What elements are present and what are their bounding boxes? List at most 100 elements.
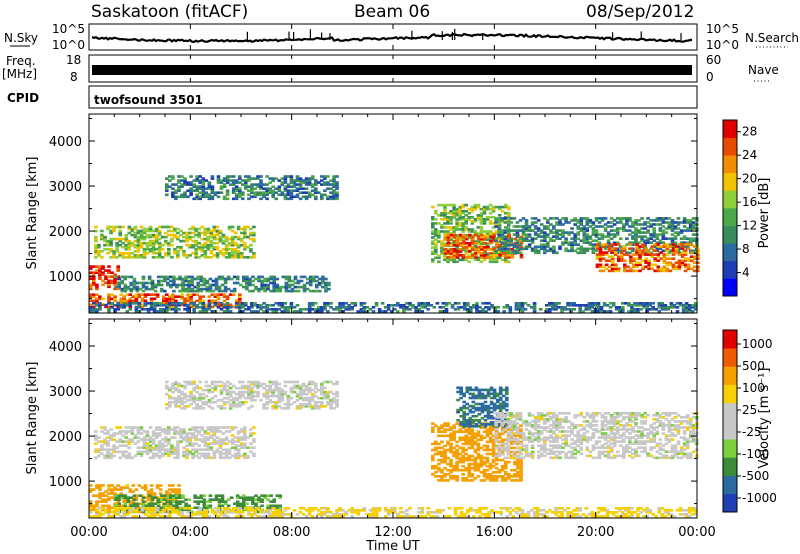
echo-cell — [226, 498, 231, 501]
echo-cell — [601, 265, 606, 269]
echo-cell — [304, 195, 309, 199]
echo-cell — [452, 254, 457, 257]
echo-cell — [171, 175, 175, 178]
echo-cell — [268, 388, 272, 392]
echo-cell — [642, 306, 646, 309]
echo-cell — [167, 428, 171, 431]
echo-cell — [520, 302, 525, 305]
echo-cell — [238, 295, 242, 298]
echo-cell — [520, 310, 525, 313]
echo-cell — [552, 247, 556, 251]
echo-cell — [644, 247, 648, 250]
echo-cell — [178, 289, 182, 293]
echo-cell — [250, 398, 254, 402]
echo-cell — [247, 390, 251, 394]
echo-cell — [95, 297, 99, 301]
colorbar-tick-label: 24 — [742, 148, 757, 162]
echo-cell — [127, 454, 132, 458]
echo-cell — [696, 249, 700, 252]
echo-cell — [197, 231, 201, 235]
echo-cell — [167, 225, 171, 229]
echo-cell — [238, 299, 242, 303]
echo-cell — [179, 436, 183, 439]
echo-cell — [245, 277, 249, 281]
echo-cell — [183, 191, 187, 194]
echo-cell — [494, 237, 498, 240]
echo-cell — [208, 277, 213, 281]
echo-cell — [174, 295, 178, 298]
echo-cell — [588, 237, 593, 240]
nave-tick-low: 0 — [706, 70, 714, 84]
echo-cell — [265, 189, 269, 192]
echo-cell — [124, 430, 129, 433]
echo-cell — [674, 251, 679, 254]
echo-cell — [256, 394, 260, 398]
echo-cell — [171, 299, 175, 303]
echo-cell — [567, 221, 571, 224]
echo-cell — [616, 269, 621, 273]
echo-cell — [177, 506, 181, 510]
echo-cell — [117, 277, 121, 281]
echo-cell — [301, 405, 306, 408]
echo-cell — [600, 235, 605, 238]
echo-cell — [182, 436, 186, 439]
echo-cell — [209, 241, 214, 245]
echo-cell — [213, 388, 218, 392]
echo-cell — [641, 249, 645, 252]
echo-cell — [539, 223, 544, 226]
echo-cell — [324, 287, 328, 291]
echo-cell — [157, 442, 162, 445]
echo-cell — [136, 250, 141, 253]
echo-cell — [127, 225, 132, 229]
echo-cell — [174, 189, 178, 192]
echo-cell — [350, 302, 354, 305]
echo-cell — [115, 450, 119, 454]
echo-cell — [283, 179, 288, 182]
echo-cell — [186, 195, 190, 199]
echo-cell — [184, 498, 188, 501]
echo-cell — [249, 256, 253, 259]
echo-cell — [307, 388, 312, 392]
echo-cell — [238, 181, 242, 184]
echo-cell — [569, 302, 573, 305]
echo-cell — [317, 191, 321, 194]
echo-cell — [226, 277, 231, 281]
echo-cell — [192, 179, 196, 182]
echo-cell — [548, 302, 552, 305]
echo-cell — [494, 249, 498, 253]
echo-cell — [656, 265, 661, 269]
echo-cell — [110, 297, 114, 301]
echo-cell — [209, 430, 214, 433]
echo-cell — [443, 256, 447, 260]
echo-cell — [603, 247, 608, 251]
echo-cell — [280, 183, 285, 186]
echo-cell — [320, 382, 324, 386]
echo-cell — [186, 405, 190, 408]
echo-cell — [628, 217, 632, 220]
echo-cell — [116, 308, 120, 311]
echo-cell — [637, 223, 641, 226]
echo-cell — [204, 195, 209, 199]
echo-cell — [660, 304, 665, 307]
echo-cell — [497, 233, 501, 236]
echo-cell — [524, 219, 529, 222]
echo-cell — [182, 446, 186, 449]
echo-cell — [286, 308, 291, 311]
echo-cell — [150, 283, 155, 287]
echo-cell — [429, 304, 434, 307]
echo-cell — [417, 304, 421, 307]
echo-cell — [431, 428, 435, 431]
echo-cell — [521, 231, 526, 234]
echo-cell — [399, 306, 403, 309]
echo-cell — [437, 430, 441, 433]
echo-cell — [154, 432, 159, 435]
echo-cell — [176, 254, 180, 257]
echo-cell — [231, 181, 236, 184]
echo-cell — [690, 304, 695, 307]
echo-cell — [124, 444, 129, 447]
echo-cell — [191, 442, 195, 445]
echo-cell — [98, 271, 102, 274]
noise-left-label: N.Sky — [4, 31, 38, 45]
echo-cell — [187, 287, 191, 291]
echo-cell — [248, 277, 252, 281]
